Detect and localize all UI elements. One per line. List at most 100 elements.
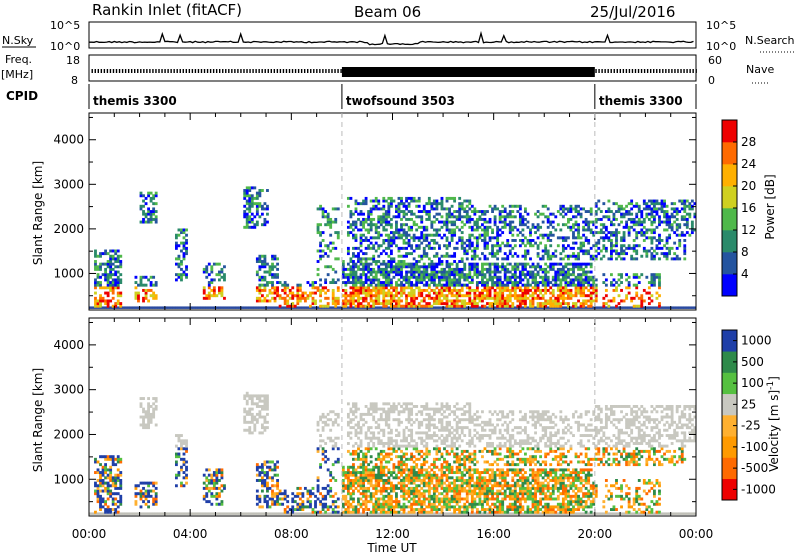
scatter-cell	[623, 234, 626, 237]
scatter-cell	[112, 503, 115, 506]
scatter-cell	[266, 284, 269, 287]
scatter-cell	[524, 252, 527, 255]
scatter-cell	[327, 468, 330, 471]
scatter-cell	[438, 292, 441, 295]
scatter-cell	[210, 492, 213, 495]
scatter-cell	[653, 218, 656, 221]
scatter-cell	[613, 202, 616, 205]
scatter-cell	[466, 252, 469, 255]
scatter-cell	[521, 289, 524, 292]
scatter-cell	[491, 278, 494, 281]
scatter-cell	[683, 202, 686, 205]
scatter-cell	[575, 302, 578, 305]
scatter-cell	[570, 226, 573, 229]
scatter-cell	[248, 431, 251, 434]
scatter-cell	[107, 294, 110, 297]
scatter-cell	[418, 292, 421, 295]
scatter-cell	[580, 302, 583, 305]
scatter-cell	[433, 278, 436, 281]
scatter-cell	[107, 252, 110, 255]
scatter-cell	[451, 228, 454, 231]
scatter-cell	[367, 276, 370, 279]
scatter-cell	[423, 268, 426, 271]
scatter-cell	[643, 207, 646, 210]
scatter-cell	[653, 236, 656, 239]
scatter-cell	[296, 292, 299, 295]
scatter-cell	[94, 305, 97, 308]
scatter-cell	[597, 242, 600, 245]
scatter-cell	[473, 250, 476, 253]
scatter-cell	[428, 244, 431, 247]
scatter-cell	[491, 210, 494, 213]
scatter-cell	[430, 263, 433, 266]
scatter-cell	[408, 234, 411, 237]
scatter-cell	[261, 189, 264, 192]
scatter-cell	[296, 505, 299, 508]
scatter-cell	[147, 299, 150, 302]
scatter-cell	[119, 503, 122, 506]
scatter-cell	[481, 263, 484, 266]
scatter-cell	[418, 244, 421, 247]
scatter-cell	[215, 468, 218, 471]
scatter-cell	[317, 490, 320, 493]
scatter-cell	[114, 508, 117, 511]
scatter-cell	[380, 281, 383, 284]
scatter-cell	[484, 263, 487, 266]
scatter-cell	[398, 215, 401, 218]
scatter-cell	[256, 495, 259, 498]
scatter-cell	[476, 297, 479, 300]
scatter-cell	[666, 205, 669, 208]
scatter-cell	[443, 284, 446, 287]
scatter-cell	[567, 221, 570, 224]
scatter-cell	[476, 239, 479, 242]
scatter-cell	[324, 297, 327, 300]
scatter-cell	[511, 215, 514, 218]
scatter-cell	[107, 292, 110, 295]
scatter-cell	[107, 492, 110, 495]
freq-mark	[595, 69, 596, 73]
scatter-cell	[390, 231, 393, 234]
scatter-cell	[418, 271, 421, 274]
scatter-cell	[332, 247, 335, 250]
scatter-cell	[142, 426, 145, 429]
scatter-cell	[175, 455, 178, 458]
scatter-cell	[539, 305, 542, 308]
scatter-cell	[243, 429, 246, 432]
scatter-cell	[261, 426, 264, 429]
scatter-cell	[264, 400, 267, 403]
near-range-cell	[135, 306, 138, 309]
scatter-cell	[471, 257, 474, 260]
freq-mark	[328, 69, 329, 73]
scatter-cell	[489, 305, 492, 308]
near-range-cell	[656, 306, 659, 309]
scatter-cell	[243, 410, 246, 413]
scatter-cell	[509, 276, 512, 279]
near-range-cell	[248, 512, 251, 515]
scatter-cell	[152, 500, 155, 503]
scatter-cell	[430, 273, 433, 276]
scatter-cell	[451, 221, 454, 224]
scatter-cell	[301, 297, 304, 300]
scatter-cell	[463, 302, 466, 305]
scatter-cell	[524, 244, 527, 247]
scatter-cell	[615, 231, 618, 234]
scatter-cell	[476, 247, 479, 250]
scatter-cell	[678, 239, 681, 242]
scatter-cell	[218, 292, 221, 295]
scatter-cell	[253, 202, 256, 205]
scatter-cell	[661, 239, 664, 242]
scatter-cell	[489, 286, 492, 289]
scatter-cell	[645, 215, 648, 218]
scatter-cell	[362, 476, 365, 479]
scatter-cell	[544, 302, 547, 305]
scatter-cell	[451, 292, 454, 295]
scatter-cell	[150, 281, 153, 284]
scatter-cell	[264, 495, 267, 498]
scatter-cell	[405, 247, 408, 250]
scatter-cell	[506, 281, 509, 284]
scatter-cell	[650, 242, 653, 245]
scatter-cell	[468, 292, 471, 295]
scatter-cell	[248, 413, 251, 416]
scatter-cell	[428, 210, 431, 213]
scatter-cell	[509, 263, 512, 266]
